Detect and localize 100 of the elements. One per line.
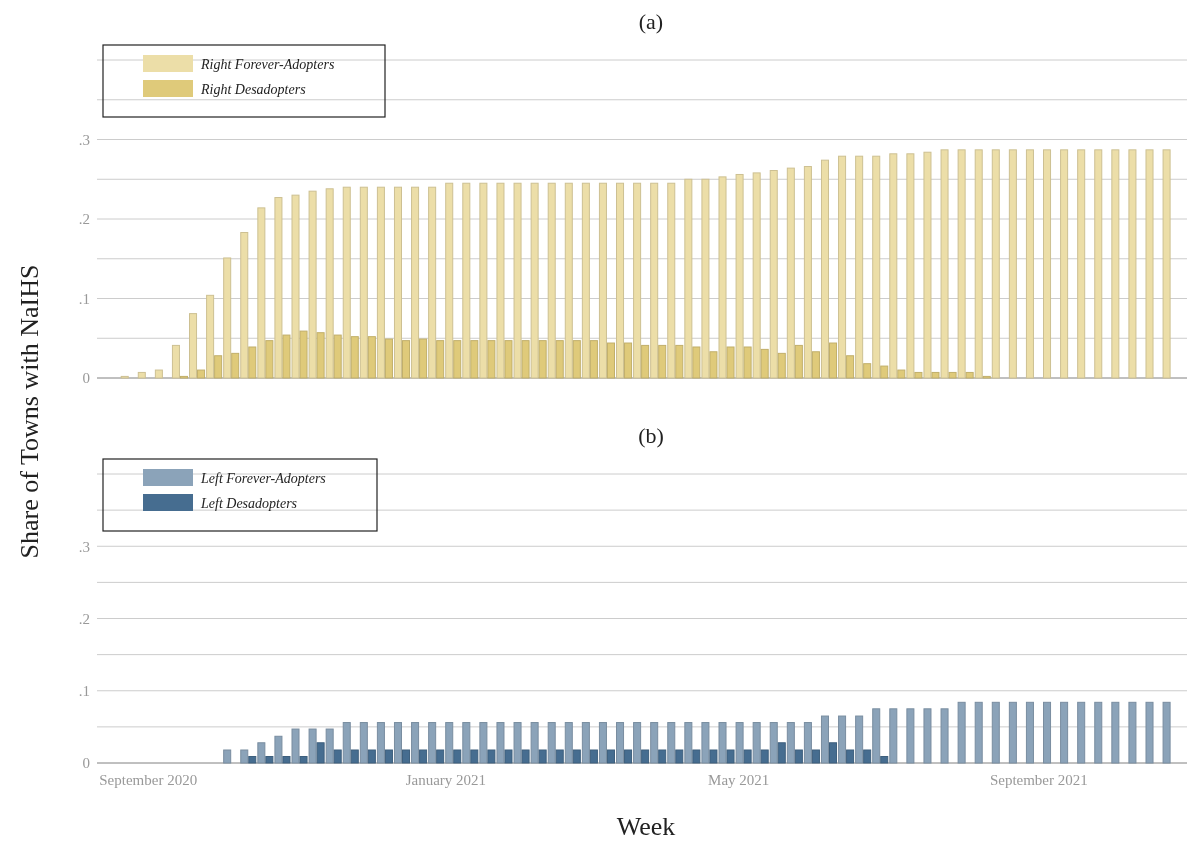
bar [1162,149,1171,379]
bar [384,749,393,764]
bar [675,344,684,379]
bar [991,701,1000,764]
bar [291,194,300,379]
bar [1025,149,1034,379]
bar [1111,149,1120,379]
bar [393,722,402,764]
y-tick-label: .3 [78,131,90,148]
bar [487,340,496,379]
y-tick-label: .3 [78,538,90,555]
bar [171,344,180,379]
chart-title: (b) [638,423,664,448]
bar [376,722,385,764]
bar [513,182,522,379]
bar [231,352,240,379]
bar [367,749,376,764]
bar [428,186,437,379]
bar [445,182,454,379]
bar [965,371,974,379]
bar [726,346,735,379]
bar [376,186,385,379]
bar [350,336,359,379]
bar [803,166,812,379]
bar [974,149,983,379]
bar [265,340,274,379]
bar [521,340,530,379]
bar [411,186,420,379]
bar [1077,149,1086,379]
bar [581,182,590,379]
bar [777,742,786,764]
bar [863,749,872,764]
bar [462,722,471,764]
legend-label: Left Forever-Adopters [200,471,327,486]
bar [350,749,359,764]
bar [206,294,215,379]
bar [650,182,659,379]
bar [367,336,376,379]
bar [572,340,581,379]
x-axis-title: Week [616,812,676,841]
bar [743,749,752,764]
bar [598,182,607,379]
bar [838,715,847,764]
x-tick-label: January 2021 [405,772,487,788]
bar [189,313,198,379]
bar [342,186,351,379]
bar [402,749,411,764]
bar [1043,149,1052,379]
bar [684,722,693,764]
bar [436,749,445,764]
bar [479,182,488,379]
bar [914,371,923,379]
bar [667,182,676,379]
bar [282,756,291,764]
bar [513,722,522,764]
bar [846,355,855,379]
bar [547,722,556,764]
bar [538,340,547,379]
y-tick-label: .1 [78,290,90,307]
bar [606,342,615,379]
bar [555,749,564,764]
bar [436,340,445,379]
bar [479,722,488,764]
x-tick-label: May 2021 [708,772,770,788]
bar [547,182,556,379]
bar [769,722,778,764]
bar [1094,701,1103,764]
bar [889,153,898,379]
bar [1060,149,1069,379]
y-tick-label: 0 [82,755,90,772]
bar [1043,701,1052,764]
bar [940,708,949,764]
bar [265,756,274,764]
bar [701,178,710,379]
bar [906,153,915,379]
bar [633,182,642,379]
bar [658,344,667,379]
bar [760,749,769,764]
bar [1025,701,1034,764]
bar [752,722,761,764]
bar [735,722,744,764]
bar [308,728,317,764]
y-tick-label: 0 [82,370,90,387]
bar [1128,149,1137,379]
bar [803,722,812,764]
bar [735,173,744,379]
bar [794,344,803,379]
bar [820,715,829,764]
bar [257,742,266,764]
bar [863,363,872,379]
bar [325,188,334,379]
bar [428,722,437,764]
bar [299,756,308,764]
bar [504,749,513,764]
bar [931,371,940,379]
y-tick-label: .2 [78,610,90,627]
bar [316,332,325,379]
bar [829,742,838,764]
bar [838,155,847,379]
bar [445,722,454,764]
